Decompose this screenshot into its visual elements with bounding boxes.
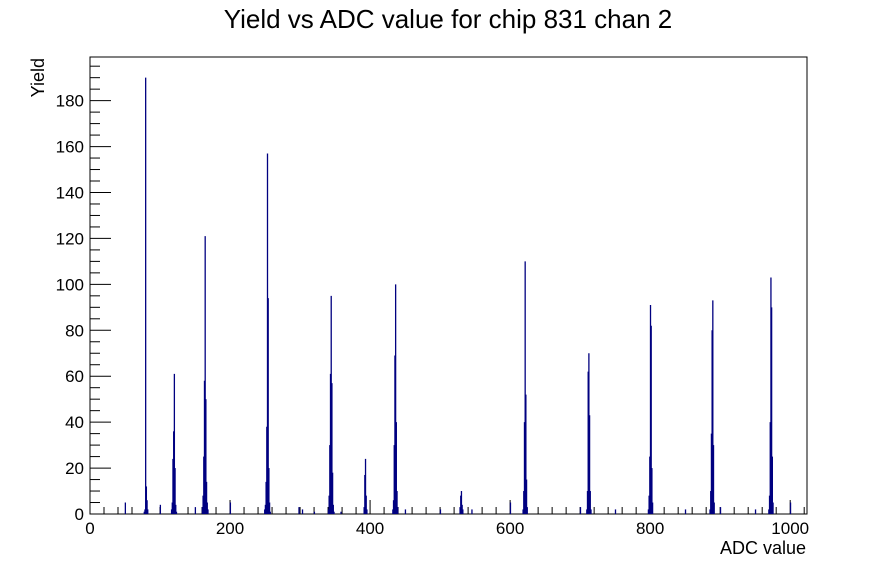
y-tick-label: 80 [65, 321, 84, 340]
y-tick-label: 0 [75, 505, 84, 524]
x-tick-label: 800 [636, 519, 664, 538]
x-tick-label: 600 [496, 519, 524, 538]
y-tick-label: 180 [56, 92, 84, 111]
x-tick-label: 1000 [771, 519, 809, 538]
y-tick-label: 120 [56, 229, 84, 248]
x-tick-label: 200 [216, 519, 244, 538]
y-axis-title: Yield [28, 58, 48, 97]
x-tick-label: 400 [356, 519, 384, 538]
plot-frame [89, 56, 808, 515]
y-tick-label: 40 [65, 413, 84, 432]
x-tick-label: 0 [85, 519, 94, 538]
y-tick-label: 100 [56, 275, 84, 294]
y-tick-label: 140 [56, 183, 84, 202]
histogram-bars [124, 77, 792, 514]
chart-title: Yield vs ADC value for chip 831 chan 2 [224, 4, 673, 34]
axis-ticks: 0 200 400 600 800 1000 0 20 40 60 80 100 120 140 160 18… [56, 65, 809, 538]
x-axis-title: ADC value [720, 538, 806, 558]
y-tick-label: 20 [65, 459, 84, 478]
y-tick-label: 160 [56, 138, 84, 157]
y-tick-label: 60 [65, 367, 84, 386]
